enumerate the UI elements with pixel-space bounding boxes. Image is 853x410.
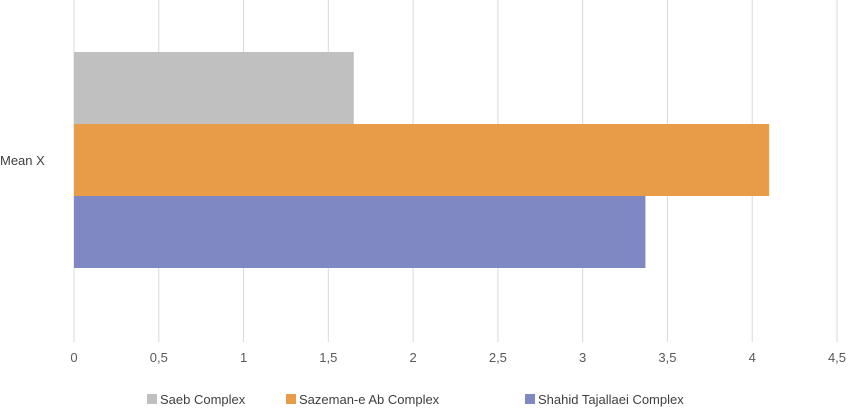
category-labels: Mean X bbox=[0, 153, 45, 168]
legend-swatch bbox=[147, 394, 157, 404]
x-tick-label: 0,5 bbox=[150, 350, 168, 365]
legend-swatch bbox=[286, 394, 296, 404]
x-tick-label: 4 bbox=[749, 350, 756, 365]
x-tick-label: 1 bbox=[240, 350, 247, 365]
legend-swatch bbox=[525, 394, 535, 404]
x-tick-label: 2 bbox=[409, 350, 416, 365]
legend: Saeb Complex Sazeman-e Ab Complex Shahid T… bbox=[147, 392, 684, 407]
bars bbox=[74, 52, 770, 268]
x-axis-tick-labels: 0 0,5 1 1,5 2 2,5 3 3,5 4 4,5 bbox=[70, 350, 846, 365]
x-tick-label: 4,5 bbox=[828, 350, 846, 365]
bar-shahid-tajallaei-complex bbox=[74, 196, 646, 268]
legend-label: Sazeman-e Ab Complex bbox=[299, 392, 440, 407]
x-tick-label: 2,5 bbox=[489, 350, 507, 365]
legend-label: Shahid Tajallaei Complex bbox=[538, 392, 684, 407]
x-tick-label: 3 bbox=[579, 350, 586, 365]
x-tick-label: 0 bbox=[70, 350, 77, 365]
bar-saeb-complex bbox=[74, 52, 354, 124]
category-label: Mean X bbox=[0, 153, 45, 168]
legend-label: Saeb Complex bbox=[160, 392, 246, 407]
x-tick-label: 3,5 bbox=[658, 350, 676, 365]
x-tick-label: 1,5 bbox=[319, 350, 337, 365]
bar-sazeman-e-ab-complex bbox=[74, 124, 770, 196]
